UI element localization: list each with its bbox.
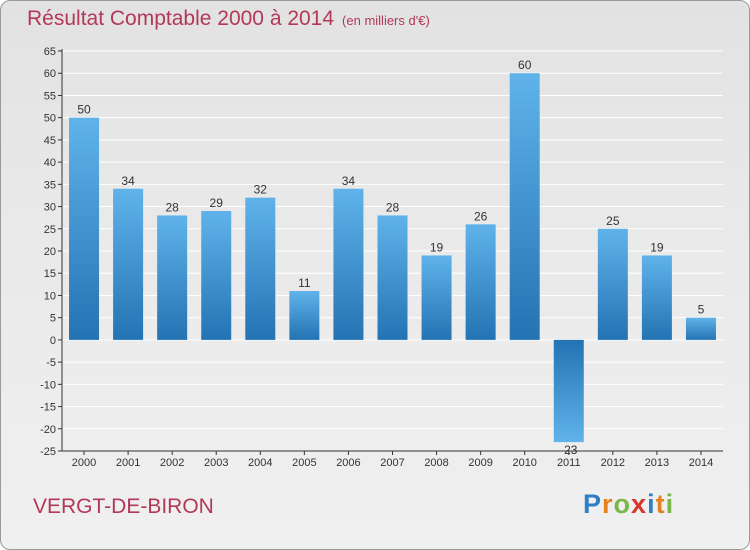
bar — [333, 188, 364, 340]
bar — [69, 117, 100, 340]
data-label: 32 — [254, 183, 268, 197]
bar — [465, 224, 496, 340]
x-tick-label: 2001 — [116, 457, 140, 469]
data-label: 50 — [77, 103, 91, 117]
x-tick-label: 2005 — [292, 457, 316, 469]
y-tick-label: 65 — [44, 46, 56, 58]
chart-subtitle: (en milliers d'€) — [342, 13, 430, 28]
bar — [597, 228, 628, 340]
y-tick-label: 0 — [50, 335, 56, 347]
bar — [289, 291, 320, 340]
y-tick-label: 60 — [44, 68, 56, 80]
y-tick-label: 5 — [50, 313, 56, 325]
bar — [509, 73, 540, 340]
logo-letter: t — [655, 489, 666, 519]
y-tick-label: 20 — [44, 246, 56, 258]
bar — [641, 255, 672, 340]
x-tick-label: 2002 — [160, 457, 184, 469]
x-tick-label: 2008 — [424, 457, 448, 469]
y-tick-label: -15 — [40, 402, 56, 414]
data-label: -23 — [560, 443, 578, 457]
logo-letter: i — [665, 489, 675, 519]
y-tick-label: 35 — [44, 179, 56, 191]
data-label: 11 — [298, 276, 311, 290]
y-tick-label: -20 — [40, 424, 56, 436]
x-tick-label: 2009 — [468, 457, 492, 469]
x-tick-label: 2003 — [204, 457, 228, 469]
chart-title: Résultat Comptable 2000 à 2014 (en millie… — [27, 7, 430, 31]
data-label: 34 — [121, 174, 135, 188]
commune-name: VERGT-DE-BIRON — [33, 495, 214, 518]
data-label: 29 — [210, 196, 224, 210]
bar — [421, 255, 452, 340]
bar — [157, 215, 188, 340]
bar — [377, 215, 408, 340]
x-tick-label: 2014 — [689, 457, 713, 469]
bar — [553, 339, 584, 443]
logo-letter: r — [602, 489, 614, 519]
x-tick-label: 2006 — [336, 457, 360, 469]
data-label: 34 — [342, 174, 356, 188]
x-tick-label: 2010 — [512, 457, 536, 469]
data-label: 25 — [606, 214, 620, 228]
logo-letter: P — [583, 489, 603, 519]
bar — [685, 317, 716, 340]
x-tick-label: 2012 — [601, 457, 625, 469]
logo-letter: o — [613, 489, 632, 519]
bar — [201, 211, 232, 340]
y-tick-label: -25 — [40, 446, 56, 458]
data-label: 19 — [430, 240, 444, 254]
data-label: 5 — [698, 303, 705, 317]
data-label: 19 — [650, 240, 664, 254]
chart-title-text: Résultat Comptable 2000 à 2014 — [27, 7, 335, 30]
y-tick-label: 40 — [44, 157, 56, 169]
y-tick-label: 30 — [44, 202, 56, 214]
y-tick-label: 50 — [44, 113, 56, 125]
x-tick-label: 2013 — [645, 457, 669, 469]
data-label: 60 — [518, 58, 532, 72]
y-tick-label: 10 — [44, 290, 56, 302]
bar — [113, 188, 144, 340]
y-tick-label: 25 — [44, 224, 56, 236]
x-tick-label: 2007 — [380, 457, 404, 469]
y-tick-label: -10 — [40, 379, 56, 391]
y-tick-label: 15 — [44, 268, 56, 280]
data-label: 26 — [474, 209, 488, 223]
data-label: 28 — [386, 200, 400, 214]
bar — [245, 197, 276, 340]
logo-letter: i — [647, 489, 656, 519]
y-tick-label: 45 — [44, 135, 56, 147]
logo-letter: x — [631, 489, 648, 519]
data-label: 28 — [165, 200, 179, 214]
y-tick-label: -5 — [46, 357, 56, 369]
proxiti-logo: Proxiti — [583, 489, 674, 520]
x-tick-label: 2000 — [72, 457, 96, 469]
x-tick-label: 2011 — [557, 457, 581, 469]
y-tick-label: 55 — [44, 90, 56, 102]
x-tick-label: 2004 — [248, 457, 272, 469]
